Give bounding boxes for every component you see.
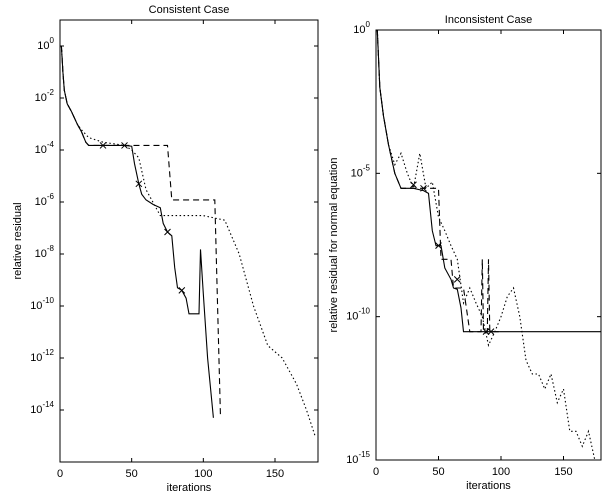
x-axis-label: iterations <box>466 480 511 492</box>
y-tick-label: 10-10 <box>346 307 370 323</box>
marker <box>164 228 171 236</box>
y-tick-label: 10-8 <box>35 244 55 260</box>
plot-frame <box>375 29 602 461</box>
x-tick-label: 100 <box>492 466 510 478</box>
plot-frame <box>59 19 319 463</box>
marker <box>435 242 442 250</box>
y-tick-label: 100 <box>37 36 54 52</box>
x-tick-label: 150 <box>554 466 572 478</box>
x-tick-label: 0 <box>57 468 63 480</box>
marker <box>121 142 128 149</box>
x-tick-label: 50 <box>126 468 138 480</box>
x-tick-label: 0 <box>373 466 379 478</box>
series-line <box>60 45 316 437</box>
x-tick-label: 150 <box>266 468 284 480</box>
series-line <box>376 29 501 333</box>
series-line <box>60 45 214 418</box>
y-tick-label: 10-2 <box>35 88 55 104</box>
y-tick-label: 10-15 <box>346 450 370 466</box>
chart-title: Inconsistent Case <box>445 14 532 26</box>
chart-title: Consistent Case <box>149 4 230 16</box>
series-line <box>60 45 222 418</box>
marker <box>410 181 417 189</box>
y-tick-label: 10-14 <box>30 400 54 416</box>
y-tick-label: 10-10 <box>30 296 54 312</box>
series-line <box>376 29 601 461</box>
y-tick-label: 10-4 <box>35 140 55 156</box>
marker <box>487 328 495 336</box>
marker <box>135 180 143 188</box>
x-axis-label: iterations <box>167 482 212 494</box>
y-tick-label: 10-5 <box>351 163 371 179</box>
x-tick-label: 100 <box>194 468 212 480</box>
y-axis-label: relative residual <box>12 202 24 279</box>
y-axis-label: relative residual for normal equation <box>328 158 340 333</box>
x-tick-label: 50 <box>432 466 444 478</box>
marker <box>482 328 490 336</box>
marker <box>178 286 186 294</box>
marker <box>420 184 427 192</box>
y-tick-label: 10-6 <box>35 192 55 208</box>
marker <box>453 276 461 283</box>
y-tick-label: 100 <box>353 20 370 36</box>
y-tick-label: 10-12 <box>30 348 54 364</box>
marker <box>99 142 107 149</box>
